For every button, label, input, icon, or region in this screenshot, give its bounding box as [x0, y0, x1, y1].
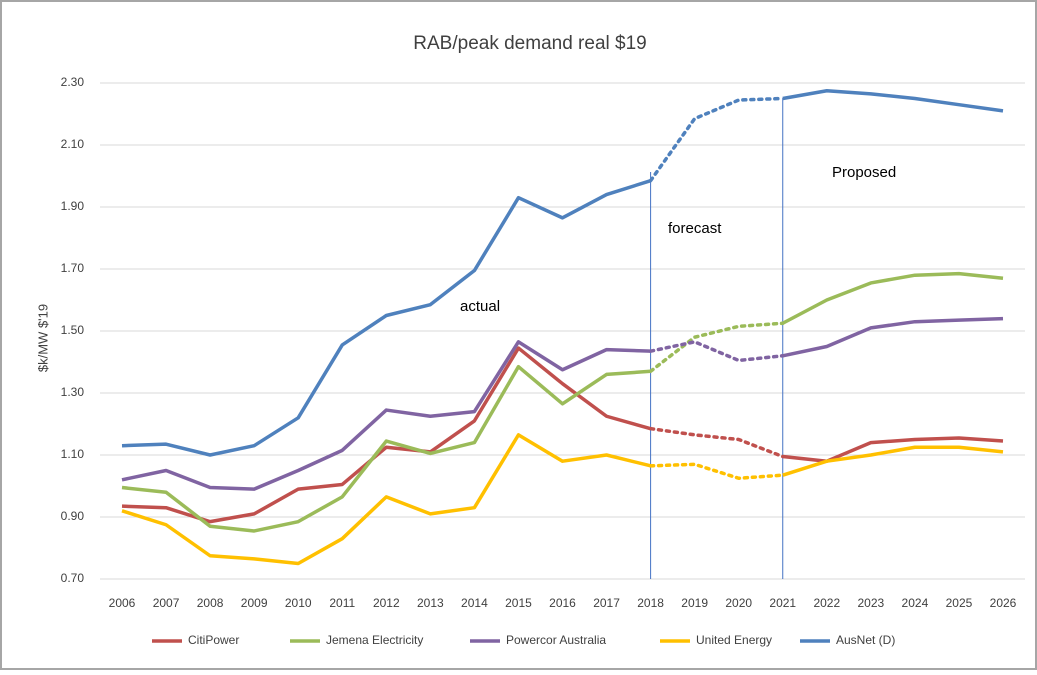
x-tick-label: 2015: [505, 596, 532, 610]
series-line: [782, 436, 1004, 463]
y-tick-label: 1.50: [61, 323, 85, 337]
series-line: [121, 364, 651, 533]
x-tick-label: 2011: [329, 596, 355, 610]
y-tick-label: 1.10: [61, 447, 85, 461]
legend-label: United Energy: [696, 633, 772, 647]
x-tick-label: 2017: [593, 596, 620, 610]
x-tick-label: 2023: [857, 596, 884, 610]
x-tick-label: 2014: [461, 596, 488, 610]
y-tick-label: 1.90: [61, 199, 85, 213]
x-tick-label: 2010: [285, 596, 312, 610]
y-tick-label: 2.30: [61, 75, 85, 89]
x-tick-label: 2018: [637, 596, 664, 610]
legend-label: Powercor Australia: [506, 633, 606, 647]
x-tick-label: 2009: [241, 596, 268, 610]
series-line: [121, 340, 651, 491]
series-line-dotted: [648, 340, 785, 363]
x-tick-label: 2007: [153, 596, 180, 610]
legend-label: CitiPower: [188, 633, 239, 647]
y-tick-label: 1.30: [61, 385, 85, 399]
y-axis-label: $k/MW $'19: [35, 304, 50, 372]
y-tick-label: 0.70: [61, 571, 85, 585]
x-tick-label: 2025: [946, 596, 973, 610]
annotation: Proposed: [832, 164, 896, 181]
series-line: [121, 178, 652, 457]
series-line-dotted: [648, 426, 785, 459]
legend-label: AusNet (D): [836, 633, 895, 647]
x-tick-label: 2019: [681, 596, 708, 610]
x-tick-label: 2008: [197, 596, 224, 610]
y-tick-label: 2.10: [61, 137, 85, 151]
series-line-dotted: [648, 96, 785, 183]
legend-label: Jemena Electricity: [326, 633, 423, 647]
y-tick-label: 1.70: [61, 261, 85, 275]
x-tick-label: 2022: [813, 596, 840, 610]
series-line: [121, 433, 652, 566]
x-tick-label: 2020: [725, 596, 752, 610]
series-line: [121, 346, 652, 524]
x-tick-label: 2026: [990, 596, 1017, 610]
series-line-dotted: [648, 321, 785, 374]
x-tick-label: 2021: [769, 596, 796, 610]
x-tick-label: 2013: [417, 596, 444, 610]
chart-title: RAB/peak demand real $19: [413, 33, 646, 54]
annotation: actual: [460, 298, 500, 315]
series-line: [782, 89, 1004, 113]
series-line-dotted: [648, 462, 785, 480]
series-line: [782, 445, 1004, 477]
series-line: [781, 271, 1004, 325]
x-tick-label: 2012: [373, 596, 400, 610]
annotation: forecast: [668, 220, 722, 237]
y-tick-label: 0.90: [61, 509, 85, 523]
x-tick-label: 2016: [549, 596, 576, 610]
x-tick-label: 2024: [902, 596, 929, 610]
x-tick-label: 2006: [109, 596, 136, 610]
series-line: [782, 316, 1004, 358]
